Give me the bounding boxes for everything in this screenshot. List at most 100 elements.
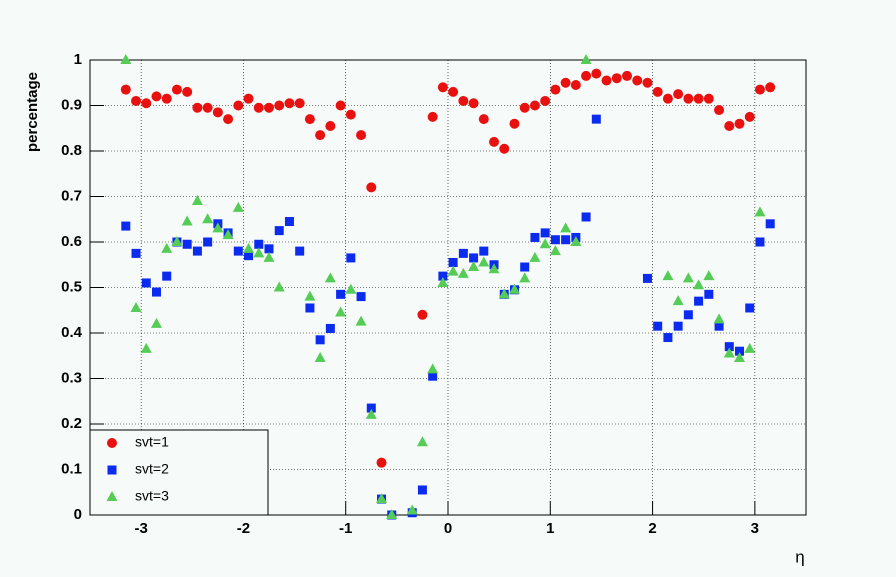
marker [530,232,540,242]
marker [150,317,162,328]
marker [243,242,255,253]
marker [520,262,530,272]
marker [642,77,653,88]
marker [314,352,326,363]
marker [754,206,766,217]
marker [735,346,745,356]
y-tick-label: 0.3 [61,369,82,386]
x-tick-label: -1 [339,520,352,537]
x-tick-label: 1 [546,520,554,537]
marker [416,436,428,447]
marker [325,120,336,131]
marker [734,118,745,129]
marker [744,342,756,353]
marker [540,95,551,106]
marker [734,352,746,363]
marker [458,248,468,258]
marker [622,70,632,81]
y-tick-label: 0.5 [61,278,82,295]
marker [683,93,694,104]
marker [682,272,694,283]
marker [703,270,715,281]
marker [448,86,459,97]
marker [244,251,254,261]
marker [274,226,284,236]
marker [203,237,213,247]
marker [469,253,479,263]
legend-label: svt=3 [135,488,169,504]
marker [192,102,203,113]
marker [529,100,540,111]
marker [161,242,173,253]
marker [171,84,182,95]
marker [478,114,489,125]
marker [273,281,285,292]
marker [704,289,714,299]
marker [457,267,469,278]
marker [427,111,438,122]
marker [417,485,427,495]
marker [376,493,388,504]
x-tick-label: 3 [751,520,759,537]
marker [406,504,418,515]
marker [724,120,735,131]
marker [131,95,142,106]
marker [336,289,346,299]
marker [131,248,141,258]
marker [120,54,132,64]
marker [561,235,571,245]
y-tick-label: 0.8 [61,142,82,159]
y-tick-label: 0.6 [61,233,82,250]
marker [714,321,724,331]
marker [663,333,673,343]
marker [366,403,376,413]
marker [345,109,356,120]
marker [693,279,705,290]
x-tick-label: -3 [134,520,147,537]
marker [182,239,192,249]
marker [304,290,316,301]
marker [529,251,541,262]
y-tick-label: 0.1 [61,460,82,477]
marker [570,236,582,246]
marker [181,215,193,226]
marker [355,315,367,326]
marker [324,272,336,283]
marker [233,246,243,256]
marker [447,265,459,276]
marker [489,136,500,147]
marker [335,306,347,317]
legend-box [89,429,269,516]
marker [755,237,765,247]
marker [284,98,295,109]
marker [161,93,172,104]
marker [653,321,663,331]
marker [106,491,118,501]
marker [295,246,305,256]
marker [765,219,775,229]
marker [570,80,581,91]
marker [693,93,704,104]
marker [130,301,142,312]
marker [120,84,131,95]
marker [192,246,202,256]
marker [366,182,377,193]
marker [253,102,264,113]
marker [560,77,571,88]
marker [171,236,183,246]
x-tick-label: 2 [648,520,656,537]
marker [765,82,776,93]
marker [212,222,224,233]
marker [580,54,592,64]
marker [662,93,673,104]
x-tick-label: 0 [444,520,452,537]
marker [714,105,725,116]
marker [305,303,315,313]
y-tick-label: 0.4 [61,324,83,341]
marker [560,222,572,233]
marker [549,245,561,256]
marker [264,244,274,254]
legend-label: svt=2 [135,461,169,477]
marker [356,130,367,141]
